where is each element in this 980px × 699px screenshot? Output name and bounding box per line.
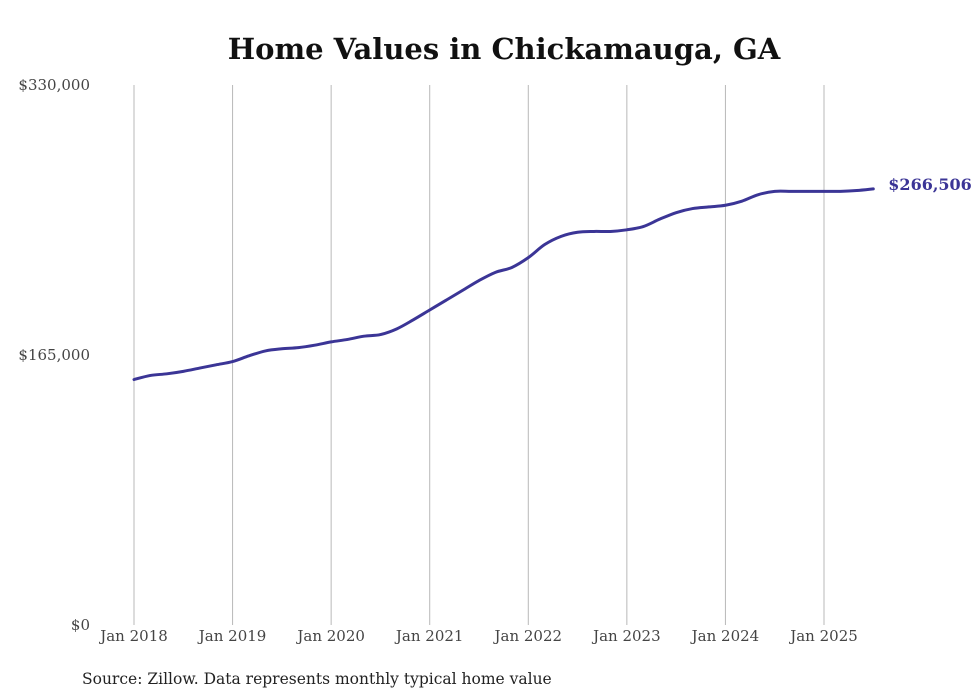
- data-point: [855, 189, 859, 192]
- data-point: [527, 256, 530, 259]
- source-note: Source: Zillow. Data represents monthly …: [82, 670, 552, 688]
- x-tick-label: Jan 2020: [295, 627, 365, 645]
- data-point: [395, 327, 399, 331]
- data-point: [297, 346, 300, 349]
- data-point: [510, 266, 514, 269]
- data-point: [444, 298, 448, 302]
- data-point: [182, 370, 185, 373]
- data-point: [773, 190, 776, 193]
- data-point: [280, 347, 284, 350]
- x-tick-label: Jan 2025: [788, 627, 858, 645]
- data-point: [428, 308, 431, 312]
- data-point: [757, 193, 760, 196]
- data-point: [461, 289, 464, 292]
- data-point: [658, 217, 661, 221]
- data-point: [313, 343, 316, 347]
- data-point: [642, 225, 645, 228]
- data-point: [625, 228, 629, 232]
- data-point: [839, 190, 842, 193]
- data-point: [329, 340, 333, 344]
- series-line: [132, 187, 875, 382]
- data-point: [674, 211, 678, 214]
- data-point: [872, 187, 875, 191]
- data-point: [214, 363, 218, 367]
- data-point: [592, 230, 596, 233]
- x-tick-label: Jan 2022: [493, 627, 563, 645]
- data-point: [379, 333, 382, 336]
- data-point: [724, 204, 727, 207]
- data-point: [707, 205, 711, 209]
- y-tick-label: $330,000: [18, 76, 90, 94]
- data-point: [362, 334, 366, 338]
- data-point: [264, 349, 267, 353]
- data-point: [494, 271, 497, 274]
- data-point: [740, 199, 744, 203]
- chart-title: Home Values in Chickamauga, GA: [228, 32, 781, 66]
- y-tick-label: $0: [71, 616, 90, 634]
- data-point: [149, 374, 152, 377]
- data-point: [691, 207, 694, 210]
- data-point: [247, 354, 251, 358]
- data-point: [576, 231, 579, 234]
- data-point: [231, 360, 234, 363]
- data-point: [609, 230, 612, 233]
- data-point: [822, 190, 826, 193]
- x-axis-ticks: Jan 2018 Jan 2019 Jan 2020 Jan 2021 Jan 2022…: [98, 627, 858, 645]
- data-point: [789, 190, 793, 193]
- data-point: [198, 366, 201, 370]
- data-point: [559, 235, 563, 238]
- x-tick-label: Jan 2024: [690, 627, 760, 645]
- data-point: [412, 318, 415, 322]
- last-value-label: $266,506: [888, 175, 972, 194]
- x-tick-label: Jan 2018: [98, 627, 168, 645]
- x-tick-label: Jan 2023: [591, 627, 661, 645]
- data-point: [806, 190, 809, 193]
- grid-layer: [133, 85, 825, 625]
- data-point: [346, 338, 349, 341]
- data-point: [477, 279, 481, 282]
- data-point: [165, 372, 169, 376]
- y-axis-ticks: $0 $165,000 $330,000: [18, 76, 90, 634]
- x-tick-label: Jan 2021: [394, 627, 464, 645]
- series-layer: [132, 187, 875, 382]
- x-tick-label: Jan 2019: [197, 627, 267, 645]
- data-point: [543, 243, 546, 246]
- data-point: [132, 378, 136, 381]
- y-tick-label: $165,000: [18, 346, 90, 364]
